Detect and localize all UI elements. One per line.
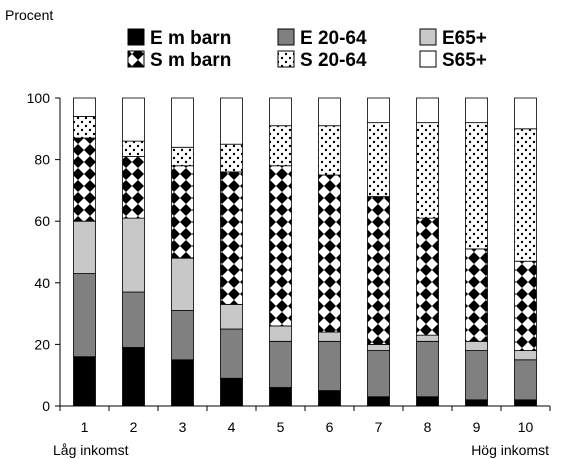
legend-swatch [127,28,145,46]
bar-segment [171,359,194,407]
bar-segment [220,171,243,305]
y-tick-label: 0 [42,398,50,414]
legend-label: S m barn [150,50,231,71]
legend-swatch [127,50,145,68]
bar-segment [220,328,243,379]
bar-segment [416,340,439,398]
bar-segment [318,174,341,333]
legend-label: S 20-64 [300,50,367,71]
bar-segment [122,140,145,157]
bar-segment [318,97,341,127]
bar-segment [220,97,243,145]
bar-segment [465,350,488,401]
x-tick-label: 7 [375,419,383,435]
bar-segment [220,303,243,330]
bar-segment [318,125,341,176]
bar-segment [416,396,439,407]
x-tick-label: 8 [424,419,432,435]
bar-segment [122,347,145,407]
legend-swatch [277,50,295,68]
bar-segment [465,248,488,342]
bar-segment [171,310,194,361]
bar-segment [514,350,537,361]
bar-segment [367,350,390,398]
bar-segment [220,377,243,407]
bar-segment [416,97,439,124]
bar-segment [73,137,96,222]
bar-segment [171,97,194,148]
bar-segment [465,122,488,250]
legend-label: E 20-64 [300,28,367,49]
x-tick-label: 2 [130,419,138,435]
x-tick-labels: 1 2 3 4 5 6 7 8 9 10 [81,419,534,435]
y-axis-label: Procent [5,7,53,23]
x-tick-label: 1 [81,419,89,435]
bar-segment [269,97,292,127]
bar-segment [269,165,292,327]
bar-segment [269,325,292,342]
bar-segment [122,156,145,219]
bar-segment [514,359,537,401]
bar-segment [269,125,292,167]
bar-segment [514,399,537,407]
bar-segment [465,97,488,124]
legend-swatch [419,50,437,68]
x-tick-label: 3 [179,419,187,435]
bar-segment [269,340,292,388]
bar-segment [367,396,390,407]
bar-segment [73,220,96,274]
bar-segment [171,257,194,311]
bar-segment [122,217,145,293]
bar-segment [318,331,341,342]
bar-segment [416,122,439,219]
bar-segment [171,146,194,167]
x-tick-label: 9 [473,419,481,435]
bar-segment [416,334,439,342]
bar-segment [122,291,145,348]
x-tick-label: 10 [518,419,534,435]
bar-segment [514,128,537,262]
bar-segment [73,116,96,139]
legend-label: E m barn [150,28,231,49]
bar-segment [514,260,537,351]
bar-segment [122,97,145,142]
bar-segment [318,390,341,407]
legend: E m barn E 20-64 E65+ S m barn S 20-64 S65+ [127,28,487,71]
y-tick-label: 100 [27,90,51,106]
bar-segment [220,143,243,173]
bar-segment [465,399,488,407]
bar-segment [73,97,96,117]
bar-segment [367,196,390,345]
x-tick-label: 5 [277,419,285,435]
bar-segment [73,356,96,407]
bar-segment [318,340,341,392]
legend-label: S65+ [442,50,487,71]
x-tick-label: 4 [228,419,236,435]
x-note-high: Hög inkomst [471,442,549,458]
bar-segment [367,97,390,124]
bar-segment [416,217,439,336]
bar-segment [367,122,390,197]
y-tick-label: 20 [34,336,50,352]
y-tick-label: 60 [34,213,50,229]
legend-swatch [419,28,437,46]
y-tick-label: 80 [34,152,50,168]
bar-segment [269,387,292,407]
bar-segment [73,273,96,358]
bar-segment [514,97,537,130]
legend-label: E65+ [442,28,487,49]
legend-swatch [277,28,295,46]
y-tick-label: 40 [34,275,50,291]
bar-segment [465,340,488,351]
bar-segment [171,165,194,259]
bar-segment [367,343,390,351]
bars [73,97,537,407]
x-tick-label: 6 [326,419,334,435]
x-note-low: Låg inkomst [53,442,129,458]
